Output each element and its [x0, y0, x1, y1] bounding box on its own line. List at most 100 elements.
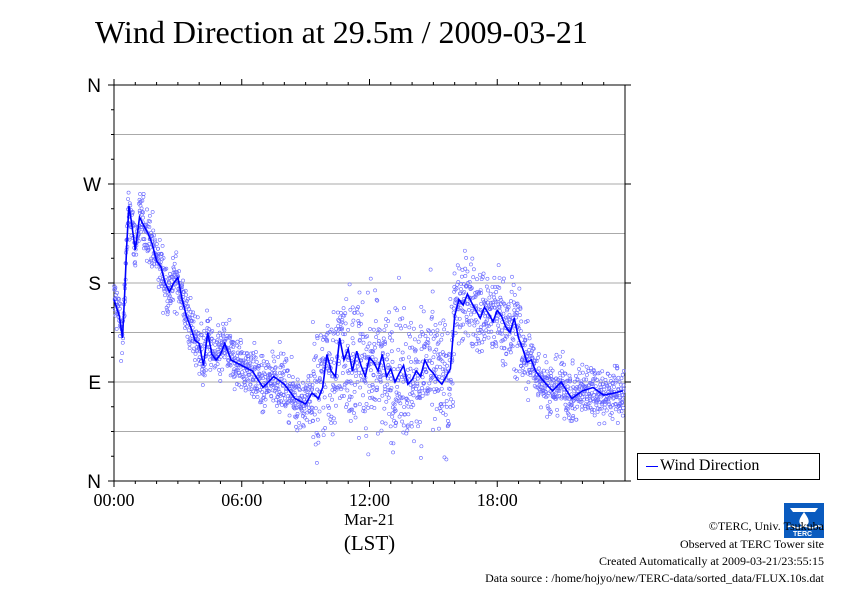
sample-point [397, 414, 402, 419]
sample-point [191, 310, 196, 315]
sample-point [455, 322, 460, 327]
sample-point [350, 407, 354, 412]
sample-point [477, 349, 482, 354]
sample-point [310, 409, 314, 414]
sample-point [237, 373, 242, 377]
sample-point [278, 371, 282, 375]
y-tick-label: S [88, 274, 101, 295]
sample-point [494, 344, 499, 349]
sample-point [375, 387, 380, 392]
sample-point [391, 450, 395, 455]
sample-point [405, 428, 410, 433]
sample-point [140, 198, 145, 203]
sample-point [406, 404, 411, 409]
sample-point [353, 374, 358, 379]
sample-point [447, 422, 451, 427]
sample-point [503, 362, 508, 367]
sample-point [448, 405, 453, 409]
sample-point [378, 377, 383, 382]
sample-point [371, 349, 375, 354]
sample-point [280, 364, 285, 369]
sample-point [502, 337, 507, 342]
sample-point [386, 395, 391, 400]
sample-point [517, 369, 522, 374]
sample-point [393, 408, 398, 413]
sample-point [347, 394, 352, 399]
sample-point [127, 237, 132, 242]
sample-point [428, 387, 433, 392]
sample-point [281, 392, 286, 397]
sample-point [255, 389, 260, 393]
sample-point [313, 442, 318, 447]
sample-point [358, 321, 363, 326]
sample-point [393, 397, 398, 402]
sample-point [289, 396, 294, 401]
sample-point [484, 322, 489, 326]
sample-point [408, 366, 413, 371]
sample-point [251, 378, 256, 382]
sample-point [572, 406, 577, 411]
sample-point [250, 365, 254, 370]
sample-point [281, 384, 285, 388]
sample-point [528, 373, 533, 378]
sample-point [450, 381, 455, 386]
sample-point [552, 392, 557, 397]
sample-point [464, 255, 469, 260]
sample-point [348, 408, 353, 413]
sample-point [506, 305, 511, 310]
sample-point [354, 368, 359, 373]
sample-point [287, 413, 292, 418]
sample-point [317, 376, 322, 381]
sample-point [137, 208, 142, 213]
sample-point [375, 385, 379, 390]
sample-point [620, 372, 625, 377]
sample-point [438, 408, 443, 413]
sample-point [381, 336, 386, 341]
sample-point [312, 341, 317, 346]
sample-point [348, 418, 353, 423]
sample-point [141, 210, 146, 215]
sample-point [186, 304, 191, 308]
sample-point [323, 385, 328, 390]
sample-point [119, 359, 124, 363]
sample-point [260, 353, 265, 358]
sample-point [185, 299, 189, 303]
sample-point [491, 303, 496, 307]
sample-point [374, 297, 379, 302]
sample-point [316, 434, 321, 439]
sample-point [389, 441, 394, 445]
sample-point [564, 379, 568, 384]
sample-point [526, 398, 531, 403]
sample-point [112, 287, 117, 292]
sample-point [418, 420, 422, 424]
sample-point [598, 379, 603, 384]
sample-point [323, 426, 327, 430]
sample-point [251, 359, 256, 364]
sample-point [478, 325, 483, 330]
sample-point [591, 368, 596, 373]
sample-point [352, 411, 356, 416]
sample-point [387, 411, 392, 416]
sample-point [330, 432, 335, 437]
sample-point [390, 414, 395, 419]
sample-point [278, 399, 283, 403]
sample-point [601, 384, 606, 389]
sample-point [326, 330, 330, 335]
sample-point [193, 351, 198, 356]
sample-point [389, 349, 394, 354]
sample-point [432, 349, 437, 354]
sample-point [300, 380, 305, 385]
sample-point [142, 237, 147, 242]
sample-point [560, 379, 565, 383]
sample-point [592, 390, 597, 395]
sample-point [177, 269, 181, 274]
sample-point [146, 246, 150, 251]
sample-point [276, 355, 281, 359]
sample-point [353, 382, 357, 387]
sample-point [440, 332, 445, 337]
sample-point [518, 328, 523, 333]
sample-point [483, 314, 488, 319]
sample-point [470, 344, 475, 349]
sample-point [141, 215, 145, 220]
sample-point [438, 321, 443, 326]
